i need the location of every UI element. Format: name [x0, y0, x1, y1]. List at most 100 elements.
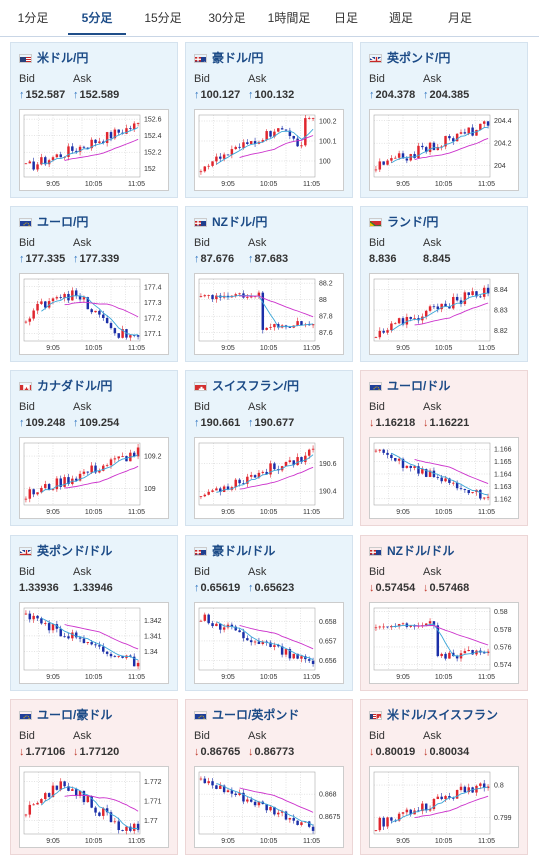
rate-card-12[interactable]: ユーロ/豪ドル Bid Ask ↓1.77106 ↓1.77120 1.772 1.771 1… — [10, 699, 178, 855]
bid-price-value: 0.65619 — [200, 582, 241, 594]
candle — [226, 486, 230, 490]
candle — [448, 652, 451, 659]
candle — [409, 316, 412, 319]
rate-card-11[interactable]: NZドル/ドル Bid Ask ↓0.57454 ↓0.57468 0.58 0.578 0.… — [360, 535, 528, 691]
candle — [374, 830, 378, 831]
rate-card-7[interactable]: スイスフラン/円 Bid Ask ↑190.661 ↑190.677 190.6 190.4… — [185, 370, 353, 526]
arrow-up-icon: ↑ — [73, 89, 79, 101]
rate-card-2[interactable]: 英ポンド/円 Bid Ask ↑204.378 ↑204.385 204.4 204.2 20… — [360, 42, 528, 198]
candle — [300, 822, 303, 825]
ask-price-value: 1.33946 — [73, 582, 113, 594]
candle — [444, 303, 447, 307]
candle-chart[interactable]: 190.6 190.4 9:05 10:05 11:05 — [194, 437, 344, 519]
candle — [67, 146, 70, 157]
candle — [222, 154, 226, 159]
candle — [482, 652, 486, 654]
candle — [105, 651, 109, 654]
candle-chart[interactable]: 0.868 0.8675 9:05 10:05 11:05 — [194, 766, 344, 848]
candle — [382, 161, 385, 165]
pair-title[interactable]: NZドル/ドル — [369, 542, 454, 558]
pair-title[interactable]: 米ドル/スイスフラン — [369, 706, 498, 722]
candle — [44, 484, 47, 488]
rate-card-3[interactable]: ユーロ/円 Bid Ask ↑177.335 ↑177.339 177.4 177.3 177… — [10, 206, 178, 362]
rate-card-6[interactable]: カナダドル/円 Bid Ask ↑109.248 ↑109.254 109.2 109 9:0… — [10, 370, 178, 526]
candle — [401, 812, 405, 814]
x-tick-label: 11:05 — [303, 674, 320, 681]
candle-chart[interactable]: 100.2 100.1 100 9:05 10:05 11:05 — [194, 109, 344, 191]
candle — [102, 808, 105, 816]
pair-title[interactable]: ユーロ/円 — [19, 213, 88, 229]
candle — [390, 817, 393, 821]
candle — [432, 799, 436, 810]
candle-chart[interactable]: 0.658 0.657 0.656 9:05 10:05 11:05 — [194, 602, 344, 684]
candle-chart[interactable]: 0.58 0.578 0.576 0.574 9:05 10:05 11:05 — [369, 602, 519, 684]
candle-chart[interactable]: 8.84 8.83 8.82 9:05 10:05 11:05 — [369, 273, 519, 355]
candle — [253, 141, 257, 144]
rate-card-1[interactable]: 豪ドル/円 Bid Ask ↑100.127 ↑100.132 100.2 100.1 100… — [185, 42, 353, 198]
pair-title[interactable]: 米ドル/円 — [19, 49, 88, 65]
x-tick-label: 10:05 — [85, 838, 103, 845]
pair-title[interactable]: ランド/円 — [369, 213, 438, 229]
bid-price: ↑177.335 — [19, 253, 65, 265]
candle — [436, 477, 440, 478]
chart-svg: 0.58 0.578 0.576 0.574 9:05 10:05 11:05 — [373, 607, 512, 681]
candle — [394, 458, 397, 461]
candle — [246, 476, 249, 484]
rate-card-14[interactable]: 米ドル/スイスフラン Bid Ask ↓0.80019 ↓0.80034 0.8 0.799… — [360, 699, 528, 855]
tab-3[interactable]: 30分足 — [208, 11, 246, 25]
pair-name: 米ドル/円 — [37, 51, 89, 65]
candle-chart[interactable]: 109.2 109 9:05 10:05 11:05 — [19, 437, 169, 519]
tab-4[interactable]: 1時間足 — [267, 11, 311, 25]
arrow-up-icon: ↑ — [194, 89, 200, 101]
tab-2[interactable]: 15分足 — [144, 11, 182, 25]
candle — [386, 817, 389, 827]
candle — [32, 615, 35, 620]
pair-title[interactable]: NZドル/円 — [194, 213, 267, 229]
candle — [455, 482, 459, 489]
candle-chart[interactable]: 152.6 152.4 152.2 152 9:05 10:05 11:05 — [19, 109, 169, 191]
ask-price: ↑204.385 — [423, 89, 469, 101]
candle-chart[interactable]: 204.4 204.2 204 9:05 10:05 11:05 — [369, 109, 519, 191]
rate-card-8[interactable]: ユーロ/ドル Bid Ask ↓1.16218 ↓1.16221 1.166 1.165 1.… — [360, 370, 528, 526]
pair-title[interactable]: ユーロ/ドル — [369, 377, 450, 393]
y-tick-label: 152.4 — [144, 133, 162, 140]
flag-icon — [19, 547, 32, 556]
pair-title[interactable]: 豪ドル/円 — [194, 49, 263, 65]
candle — [59, 781, 62, 790]
candle-chart[interactable]: 1.166 1.165 1.164 1.163 1.162 9:05 10:05 11:05 — [369, 437, 519, 519]
rate-card-9[interactable]: 英ポンド/ドル Bid Ask 1.33936 1.33946 1.342 1.341 1.3… — [10, 535, 178, 691]
candle-chart[interactable]: 1.342 1.341 1.34 9:05 10:05 11:05 — [19, 602, 169, 684]
tab-1[interactable]: 5分足 — [68, 0, 126, 35]
candle — [436, 146, 440, 151]
rate-card-4[interactable]: NZドル/円 Bid Ask ↑87.676 ↑87.683 88.2 88 87.8 87.6… — [185, 206, 353, 362]
rate-card-10[interactable]: 豪ドル/ドル Bid Ask ↑0.65619 ↑0.65623 0.658 0.657 0.… — [185, 535, 353, 691]
pair-title[interactable]: 豪ドル/ドル — [194, 542, 275, 558]
candle — [55, 478, 59, 490]
tab-5[interactable]: 日足 — [333, 11, 358, 25]
candle — [234, 294, 237, 296]
candle-chart[interactable]: 177.4 177.3 177.2 177.1 9:05 10:05 11:05 — [19, 273, 169, 355]
rate-card-5[interactable]: ランド/円 Bid Ask 8.836 8.845 8.84 8.83 8.82 9:05 10:… — [360, 206, 528, 362]
x-tick-label: 11:05 — [303, 181, 320, 188]
candle — [455, 133, 459, 142]
candle — [71, 632, 74, 639]
candle-chart[interactable]: 0.8 0.799 9:05 10:05 11:05 — [369, 766, 519, 848]
candle — [428, 470, 432, 477]
flag-icon — [369, 547, 382, 556]
pair-title[interactable]: 英ポンド/円 — [369, 49, 450, 65]
candle — [32, 161, 35, 170]
pair-title[interactable]: 英ポンド/ドル — [19, 542, 112, 558]
tab-6[interactable]: 週足 — [388, 11, 413, 25]
tab-7[interactable]: 月足 — [447, 11, 472, 25]
pair-title[interactable]: カナダドル/円 — [19, 377, 112, 393]
candle-chart[interactable]: 1.772 1.771 1.77 9:05 10:05 11:05 — [19, 766, 169, 848]
pair-title[interactable]: ユーロ/豪ドル — [19, 706, 112, 722]
candle-chart[interactable]: 88.2 88 87.8 87.6 9:05 10:05 11:05 — [194, 273, 344, 355]
tab-0[interactable]: 1分足 — [17, 11, 49, 25]
pair-title[interactable]: ユーロ/英ポンド — [194, 706, 299, 722]
pair-title[interactable]: スイスフラン/円 — [194, 377, 299, 393]
candle — [455, 789, 459, 799]
rate-card-0[interactable]: 米ドル/円 Bid Ask ↑152.587 ↑152.589 152.6 152.4 152… — [10, 42, 178, 198]
candle — [63, 636, 66, 638]
rate-card-13[interactable]: ユーロ/英ポンド Bid Ask ↓0.86765 ↓0.86773 0.868 0.867… — [185, 699, 353, 855]
